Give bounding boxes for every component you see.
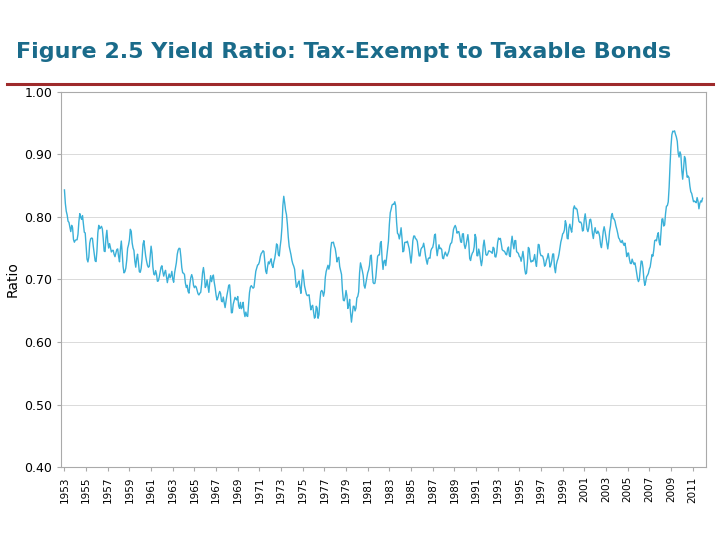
Text: 2-25: 2-25 bbox=[672, 519, 704, 532]
Text: Figure 2.5 Yield Ratio: Tax-Exempt to Taxable Bonds: Figure 2.5 Yield Ratio: Tax-Exempt to Ta… bbox=[16, 42, 671, 63]
Y-axis label: Ratio: Ratio bbox=[6, 261, 20, 298]
